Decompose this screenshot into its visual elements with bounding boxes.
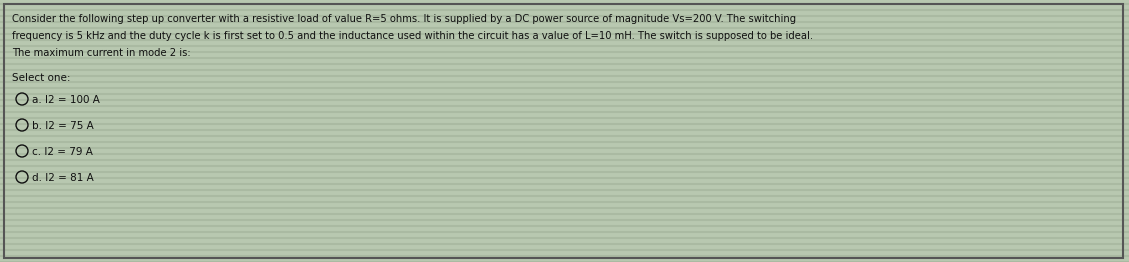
Text: c. I2 = 79 A: c. I2 = 79 A: [32, 147, 93, 157]
Text: The maximum current in mode 2 is:: The maximum current in mode 2 is:: [12, 48, 191, 58]
Text: frequency is 5 kHz and the duty cycle k is first set to 0.5 and the inductance u: frequency is 5 kHz and the duty cycle k …: [12, 31, 813, 41]
Text: a. I2 = 100 A: a. I2 = 100 A: [32, 95, 99, 105]
Text: Select one:: Select one:: [12, 73, 70, 83]
Text: d. I2 = 81 A: d. I2 = 81 A: [32, 173, 94, 183]
Text: Consider the following step up converter with a resistive load of value R=5 ohms: Consider the following step up converter…: [12, 14, 796, 24]
Text: b. I2 = 75 A: b. I2 = 75 A: [32, 121, 94, 131]
